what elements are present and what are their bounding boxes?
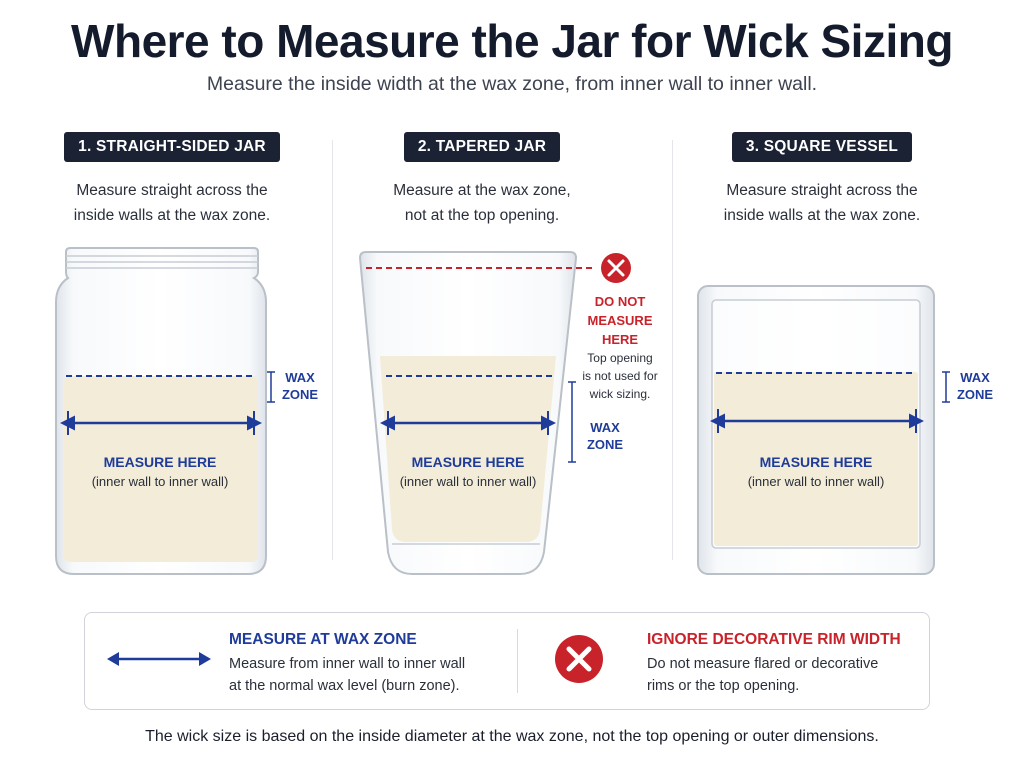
page-title: Where to Measure the Jar for Wick Sizing <box>71 15 953 67</box>
measure-here-label: MEASURE HERE <box>104 454 217 470</box>
column-description-line: inside walls at the wax zone. <box>73 207 271 224</box>
warning-note: Top opening <box>587 351 652 365</box>
legend-measure-line: Measure from inner wall to inner wall <box>229 656 466 672</box>
wax-zone-label: ZONE <box>957 387 993 402</box>
measure-here-sublabel: (inner wall to inner wall) <box>748 474 885 489</box>
column-badge: 1. STRAIGHT-SIDED JAR <box>64 132 280 162</box>
column-description-line: Measure at the wax zone, <box>393 182 571 199</box>
measure-here-sublabel: (inner wall to inner wall) <box>400 474 537 489</box>
column-badge: 2. TAPERED JAR <box>403 132 561 162</box>
square-vessel-drawing: MEASURE HERE (inner wall to inner wall) … <box>697 285 993 575</box>
warning-label: MEASURE <box>587 313 652 328</box>
column-description: Measure straight across the inside walls… <box>22 178 322 228</box>
warning-note: is not used for <box>582 369 657 383</box>
wax-zone-label: WAX <box>590 420 620 435</box>
legend-measure-line: at the normal wax level (burn zone). <box>229 678 460 694</box>
measure-here-label: MEASURE HERE <box>412 454 525 470</box>
measure-here-sublabel: (inner wall to inner wall) <box>92 474 229 489</box>
tapered-jar-drawing: DO NOT MEASURE HERE Top opening is not u… <box>358 251 658 575</box>
wax-zone-label: ZONE <box>587 437 623 452</box>
measure-here-label: MEASURE HERE <box>760 454 873 470</box>
page-subtitle: Measure the inside width at the wax zone… <box>206 73 818 95</box>
column-description-line: Measure straight across the <box>76 182 268 199</box>
column-description-line: not at the top opening. <box>404 207 560 224</box>
column-tapered-jar: 2. TAPERED JAR Measure at the wax zone, … <box>332 132 632 228</box>
x-circle-icon <box>555 635 603 683</box>
legend-ignore-line: Do not measure flared or decorative <box>647 656 879 672</box>
wax-zone-label: ZONE <box>282 387 318 402</box>
legend-divider <box>517 629 518 693</box>
straight-jar-drawing: MEASURE HERE (inner wall to inner wall) … <box>55 247 318 575</box>
column-description: Measure straight across the inside walls… <box>672 178 972 228</box>
jar-illustrations: MEASURE HERE (inner wall to inner wall) … <box>55 247 993 575</box>
legend-measure-title: MEASURE AT WAX ZONE <box>229 631 417 648</box>
footer-note: The wick size is based on the inside dia… <box>145 728 879 745</box>
double-arrow-icon <box>107 652 211 666</box>
column-description-line: Measure straight across the <box>726 182 918 199</box>
column-divider <box>332 140 333 560</box>
warning-note: wick sizing. <box>589 387 651 401</box>
legend-ignore-line: rims or the top opening. <box>647 678 800 694</box>
wax-zone-label: WAX <box>285 370 315 385</box>
legend-box: MEASURE AT WAX ZONE Measure from inner w… <box>84 612 930 710</box>
legend-ignore-text: Do not measure flared or decorative rims… <box>647 653 878 697</box>
column-description-line: inside walls at the wax zone. <box>723 207 921 224</box>
wax-zone-label: WAX <box>960 370 990 385</box>
column-description: Measure at the wax zone, not at the top … <box>332 178 632 228</box>
column-divider <box>672 140 673 560</box>
column-straight-jar: 1. STRAIGHT-SIDED JAR Measure straight a… <box>22 132 322 228</box>
legend-measure-text: Measure from inner wall to inner wall at… <box>229 653 465 697</box>
legend-ignore-title: IGNORE DECORATIVE RIM WIDTH <box>647 631 901 648</box>
column-square-vessel: 3. SQUARE VESSEL Measure straight across… <box>672 132 972 228</box>
warning-label: DO NOT <box>595 294 646 309</box>
warning-label: HERE <box>602 332 638 347</box>
x-circle-icon <box>601 253 631 283</box>
column-badge: 3. SQUARE VESSEL <box>731 132 913 162</box>
